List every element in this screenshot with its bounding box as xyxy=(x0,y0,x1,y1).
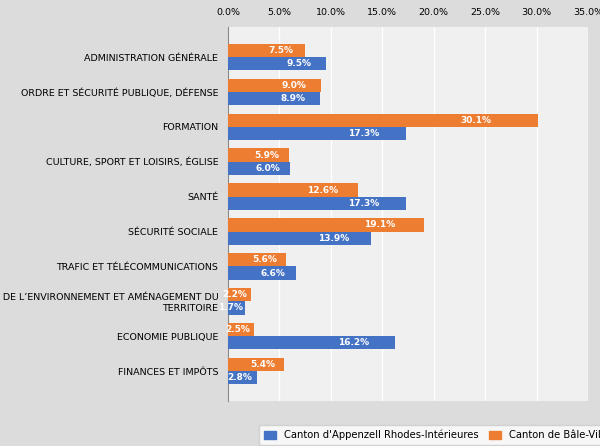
Bar xyxy=(228,149,289,162)
Text: 1.7%: 1.7% xyxy=(218,303,243,313)
Bar xyxy=(228,218,424,231)
Text: 5.6%: 5.6% xyxy=(252,255,277,264)
Text: 19.1%: 19.1% xyxy=(364,220,395,229)
Bar xyxy=(228,162,290,175)
Bar xyxy=(228,288,251,301)
Text: 2.5%: 2.5% xyxy=(225,325,250,334)
Text: 2.2%: 2.2% xyxy=(223,290,247,299)
Text: 17.3%: 17.3% xyxy=(348,129,379,138)
Bar xyxy=(228,114,538,127)
Bar xyxy=(228,127,406,140)
Text: 6.0%: 6.0% xyxy=(256,164,280,173)
Bar xyxy=(228,371,257,384)
Bar xyxy=(228,57,326,70)
Text: 7.5%: 7.5% xyxy=(269,46,293,55)
Text: 16.2%: 16.2% xyxy=(338,339,370,347)
Text: 6.6%: 6.6% xyxy=(261,268,286,277)
Text: 17.3%: 17.3% xyxy=(348,199,379,208)
Bar xyxy=(228,197,406,210)
Text: 5.4%: 5.4% xyxy=(250,360,275,369)
Bar xyxy=(228,183,358,197)
Text: 9.0%: 9.0% xyxy=(282,81,307,90)
Bar xyxy=(228,78,320,92)
Bar xyxy=(228,358,284,371)
Bar xyxy=(228,44,305,57)
Bar xyxy=(228,253,286,266)
Text: 8.9%: 8.9% xyxy=(281,94,306,103)
Bar xyxy=(228,266,296,280)
Bar xyxy=(228,231,371,245)
Text: 2.8%: 2.8% xyxy=(227,373,253,382)
Bar xyxy=(228,92,320,105)
Text: 30.1%: 30.1% xyxy=(460,116,491,125)
Text: 5.9%: 5.9% xyxy=(254,151,280,160)
Text: 12.6%: 12.6% xyxy=(307,186,338,194)
Text: 13.9%: 13.9% xyxy=(318,234,350,243)
Bar xyxy=(228,336,395,350)
Legend: Canton d'Appenzell Rhodes-Intérieures, Canton de Bâle-Ville: Canton d'Appenzell Rhodes-Intérieures, C… xyxy=(259,425,600,445)
Bar xyxy=(228,301,245,314)
Bar xyxy=(228,323,254,336)
Text: 9.5%: 9.5% xyxy=(286,59,311,68)
